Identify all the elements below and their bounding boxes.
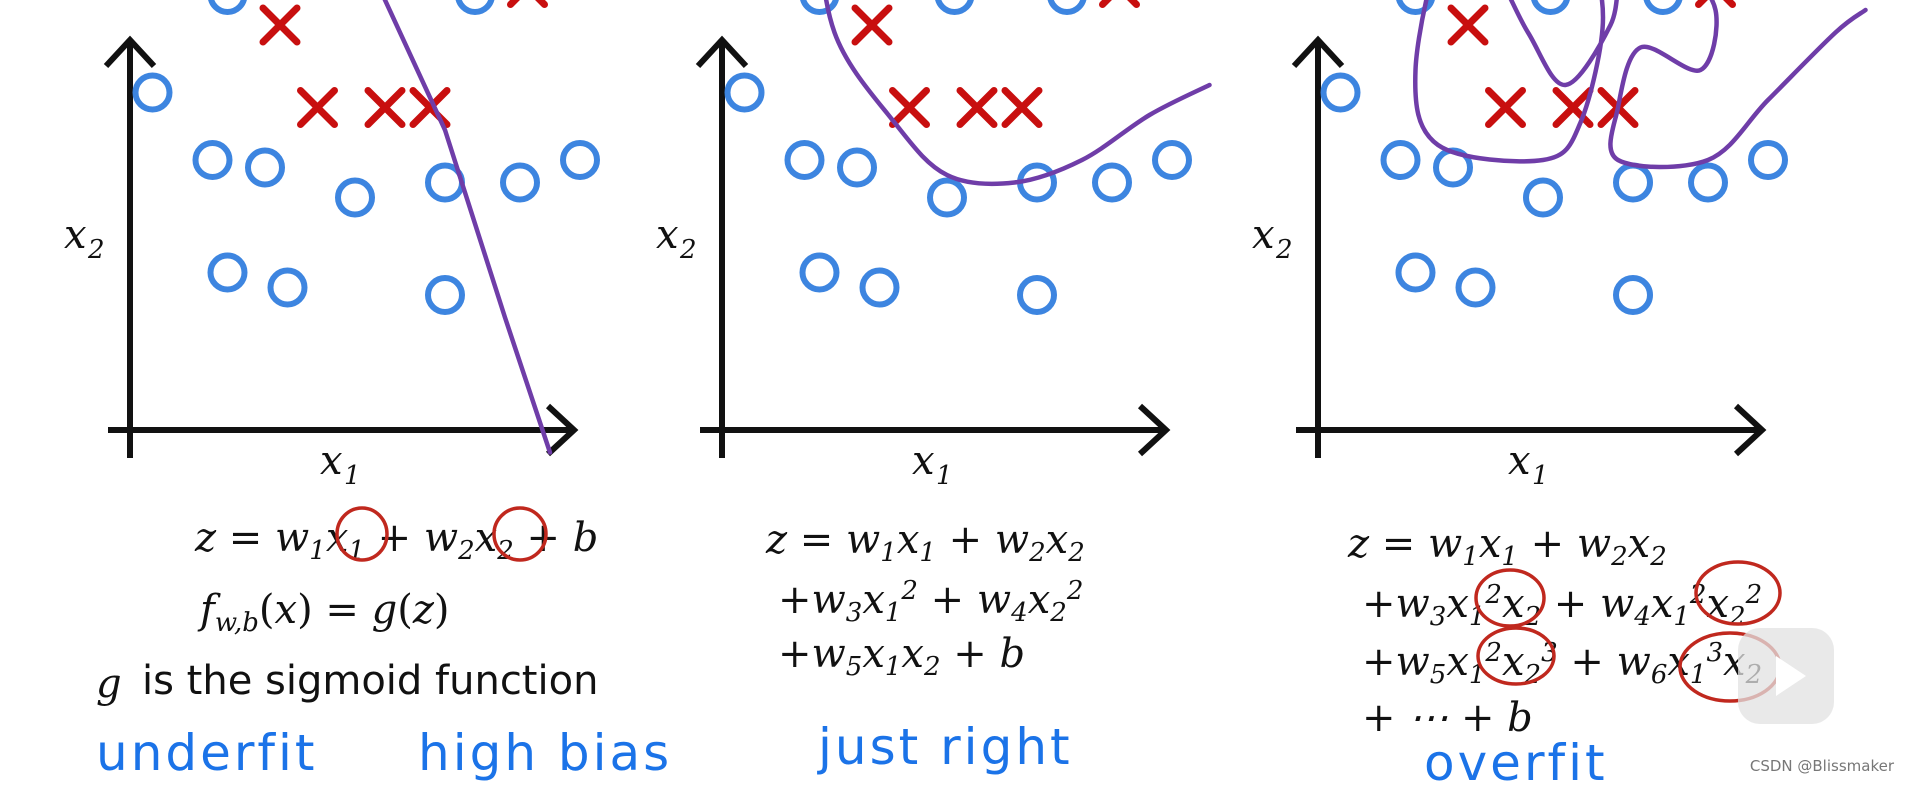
underfit-eq-line2: fw,b(x) = g(z) <box>200 587 450 638</box>
data-point-cross <box>507 0 548 8</box>
data-point-circle <box>1613 162 1653 203</box>
justright-eq-line1: z = w1x1 + w2x2 <box>766 517 1085 568</box>
data-point-cross <box>1485 87 1526 128</box>
data-point-circle <box>799 252 840 293</box>
x-axis-arrow <box>545 403 579 457</box>
data-point-cross <box>1001 87 1043 128</box>
data-point-circle <box>1613 275 1653 315</box>
data-point-circle <box>335 177 375 218</box>
y-axis-label-sub: 2 <box>87 235 105 265</box>
data-point-cross <box>364 87 406 128</box>
data-point-circle <box>724 72 765 113</box>
x-axis-label: x <box>320 438 343 484</box>
y-axis-label: x <box>64 212 87 258</box>
y-axis-label: x <box>1252 212 1275 258</box>
caption-underfit: underfit <box>96 724 318 782</box>
data-point-circle <box>1531 0 1570 15</box>
watermark: CSDN @Blissmaker <box>1749 757 1894 775</box>
x-axis-label-sub: 1 <box>1532 461 1549 491</box>
overfit-eq-line4: + ⋯ + b <box>1362 695 1533 741</box>
x-axis-arrow <box>1137 403 1171 457</box>
sigmoid-text: is the sigmoid function <box>142 658 599 704</box>
data-point-circle <box>859 267 900 308</box>
decision-boundary <box>1413 0 1868 170</box>
data-point-circle <box>560 140 600 180</box>
caption-just-right: just right <box>818 718 1073 776</box>
data-point-circle <box>208 0 247 15</box>
data-point-circle <box>132 72 173 113</box>
data-point-circle <box>207 252 248 293</box>
data-point-circle <box>267 267 308 308</box>
x-axis-label: x <box>912 438 935 484</box>
data-point-circle <box>935 0 974 15</box>
data-point-circle <box>1047 0 1087 15</box>
underfit-eq-line1: z = w1x1 + w2x2 + b <box>195 515 599 566</box>
data-point-circle <box>927 177 967 218</box>
data-point-circle <box>1748 140 1788 180</box>
data-point-circle <box>245 147 285 188</box>
data-point-cross <box>297 87 338 128</box>
caption-high-bias: high bias <box>418 724 673 782</box>
data-point-circle <box>1523 177 1563 218</box>
data-point-circle <box>784 140 825 180</box>
x-axis-arrow <box>1733 403 1767 457</box>
data-point-circle <box>1380 140 1421 180</box>
y-axis-arrow <box>103 35 157 69</box>
y-axis-arrow <box>695 35 749 69</box>
justright-eq-line3: +w5x1x2 + b <box>778 631 1026 682</box>
data-point-circle <box>1152 140 1192 180</box>
y-axis-label-sub: 2 <box>679 235 697 265</box>
decision-boundary <box>823 0 1212 187</box>
data-point-circle <box>837 147 877 188</box>
overfit-eq-line1: z = w1x1 + w2x2 <box>1348 521 1667 572</box>
data-point-cross <box>1447 4 1489 46</box>
data-point-cross <box>1099 0 1140 8</box>
play-icon[interactable] <box>1738 628 1834 724</box>
data-point-circle <box>500 162 540 203</box>
caption-overfit: overfit <box>1424 734 1608 792</box>
y-axis-label-sub: 2 <box>1275 235 1293 265</box>
decision-boundary <box>382 0 553 455</box>
data-point-circle <box>1395 252 1436 293</box>
data-point-cross <box>259 4 301 46</box>
data-point-circle <box>1688 162 1728 203</box>
y-axis-label: x <box>656 212 679 258</box>
data-point-circle <box>1396 0 1435 15</box>
overfit-eq-line2: +w3x12x2 + w4x12x22 <box>1362 580 1763 632</box>
justright-eq-line2: +w3x12 + w4x22 <box>778 576 1084 628</box>
data-point-circle <box>1320 72 1361 113</box>
data-point-cross <box>956 87 998 128</box>
data-point-circle <box>1092 162 1132 203</box>
data-point-circle <box>192 140 233 180</box>
data-point-circle <box>1017 275 1057 315</box>
x-axis-label-sub: 1 <box>936 461 953 491</box>
x-axis-label: x <box>1508 438 1531 484</box>
data-point-circle <box>455 0 495 15</box>
data-point-cross <box>889 87 930 128</box>
data-point-circle <box>1455 267 1496 308</box>
x-axis-label-sub: 1 <box>344 461 361 491</box>
data-point-cross <box>851 4 893 46</box>
sigmoid-g: g <box>96 661 122 707</box>
y-axis-arrow <box>1291 35 1345 69</box>
overfit-eq-line3: +w5x12x23 + w6x13x2 <box>1362 638 1762 690</box>
data-point-circle <box>425 275 465 315</box>
data-point-circle <box>800 0 839 15</box>
data-point-circle <box>1643 0 1683 15</box>
